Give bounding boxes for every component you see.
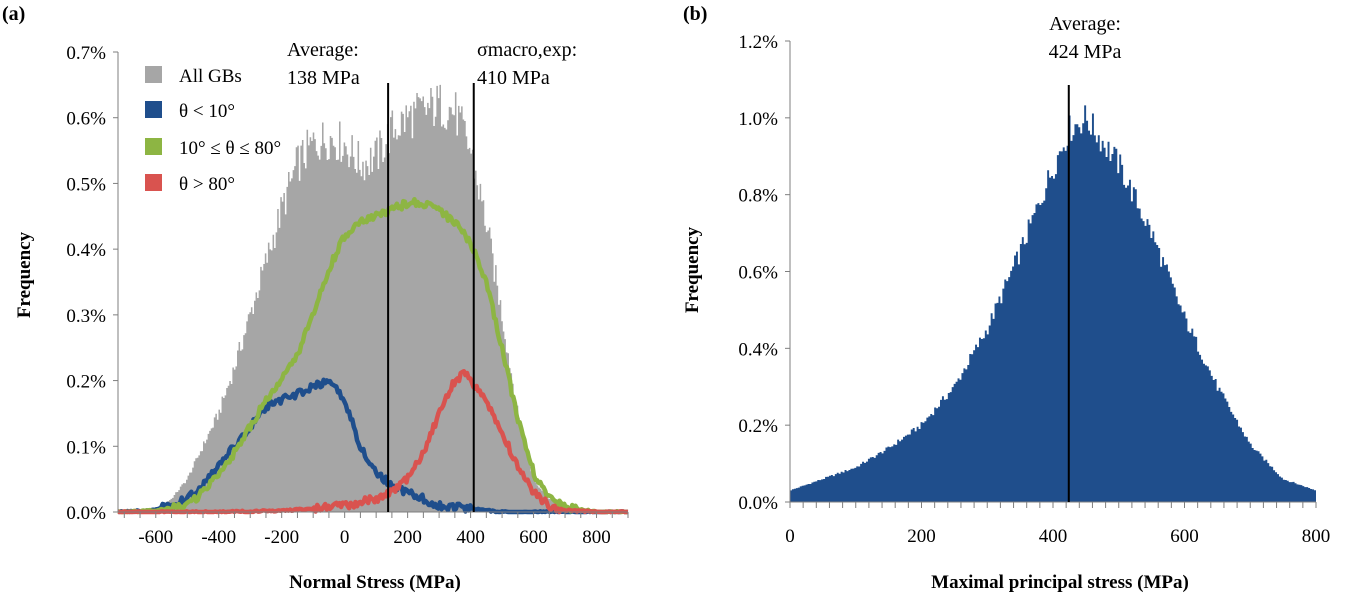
legend-label-mid-angle: 10° ≤ θ ≤ 80° xyxy=(179,138,281,159)
annotation-average-a-value: 138 MPa xyxy=(287,67,360,89)
panel-a-y-ticks: 0.0% 0.1% 0.2% 0.3% 0.4% 0.5% 0.6% 0.7% xyxy=(66,43,118,524)
panel-b-y-ticks: 0.0% 0.2% 0.4% 0.6% 0.8% 1.0% 1.2% xyxy=(738,32,790,514)
panel-a-x-ticks: -600 -400 -200 0 200 400 600 800 xyxy=(123,512,629,548)
series-10-80-line xyxy=(117,196,629,515)
y-tick-label: 0.6% xyxy=(66,109,106,130)
annotation-average-a: Average: 138 MPa xyxy=(287,39,360,89)
y-tick-label: 0.2% xyxy=(66,372,106,393)
y-tick-label: 0.0% xyxy=(738,493,778,514)
x-tick-label: 0 xyxy=(340,527,350,548)
x-tick-label: 800 xyxy=(582,527,611,548)
x-tick-label: 400 xyxy=(1039,526,1068,547)
x-tick-label: 600 xyxy=(519,527,548,548)
legend-label-all-gbs: All GBs xyxy=(179,66,242,87)
panel-b-plot-area xyxy=(789,41,1316,503)
panel-b-x-axis-title: Maximal principal stress (MPa) xyxy=(931,572,1189,593)
y-tick-label: 0.4% xyxy=(66,240,106,261)
y-tick-label: 0.7% xyxy=(66,43,106,64)
panel-b-label: (b) xyxy=(683,3,707,25)
legend-swatch-high-angle xyxy=(145,174,162,191)
annotation-macro-exp-value: 410 MPa xyxy=(477,67,550,89)
panel-a-legend: All GBs θ < 10° 10° ≤ θ ≤ 80° θ > 80° xyxy=(145,66,281,195)
x-tick-label: -400 xyxy=(201,527,236,548)
panel-a-label: (a) xyxy=(2,3,25,25)
y-tick-label: 0.2% xyxy=(738,416,778,437)
annotation-macro-exp-label: σmacro,exp: xyxy=(477,39,577,61)
legend-swatch-mid-angle xyxy=(145,138,162,155)
annotation-macro-exp: σmacro,exp: 410 MPa xyxy=(477,39,577,89)
panel-a-x-axis-title: Normal Stress (MPa) xyxy=(289,572,461,593)
x-tick-label: 800 xyxy=(1302,526,1331,547)
annotation-average-b-value: 424 MPa xyxy=(1049,41,1122,63)
y-tick-label: 0.4% xyxy=(738,339,778,360)
series-series-histogram xyxy=(790,105,1316,502)
x-tick-label: -200 xyxy=(264,527,299,548)
legend-swatch-low-angle xyxy=(145,101,162,118)
y-tick-label: 0.0% xyxy=(66,503,106,524)
x-tick-label: 0 xyxy=(785,526,795,547)
x-tick-label: 400 xyxy=(456,527,485,548)
x-tick-label: 600 xyxy=(1170,526,1199,547)
y-tick-label: 1.2% xyxy=(738,32,778,53)
legend-swatch-all-gbs xyxy=(145,66,162,83)
panel-b: (b) 0.0% 0.2% 0.4% 0.6% 0.8% 1.0% 1.2% 0 200 400… xyxy=(682,3,1330,593)
annotation-average-a-label: Average: xyxy=(287,39,359,61)
legend-label-low-angle: θ < 10° xyxy=(179,101,235,122)
y-tick-label: 0.8% xyxy=(738,186,778,207)
x-tick-label: 200 xyxy=(393,527,422,548)
annotation-average-b: Average: 424 MPa xyxy=(1049,13,1122,63)
y-tick-label: 1.0% xyxy=(738,109,778,130)
y-tick-label: 0.3% xyxy=(66,306,106,327)
panel-a-y-axis-title: Frequency xyxy=(14,231,35,318)
y-tick-label: 0.5% xyxy=(66,174,106,195)
y-tick-label: 0.1% xyxy=(66,437,106,458)
panel-a: (a) 0.0% 0.1% 0.2% 0.3% 0.4% 0.5% 0.6% 0.7% -60… xyxy=(2,3,629,593)
series-all-gbs-histogram xyxy=(118,84,628,513)
legend-label-high-angle: θ > 80° xyxy=(179,174,235,195)
x-tick-label: 200 xyxy=(907,526,936,547)
annotation-average-b-label: Average: xyxy=(1049,13,1121,35)
x-tick-label: -600 xyxy=(138,527,173,548)
y-tick-label: 0.6% xyxy=(738,263,778,284)
panel-b-y-axis-title: Frequency xyxy=(682,226,703,313)
panel-b-x-ticks: 0 200 400 600 800 xyxy=(785,502,1330,547)
